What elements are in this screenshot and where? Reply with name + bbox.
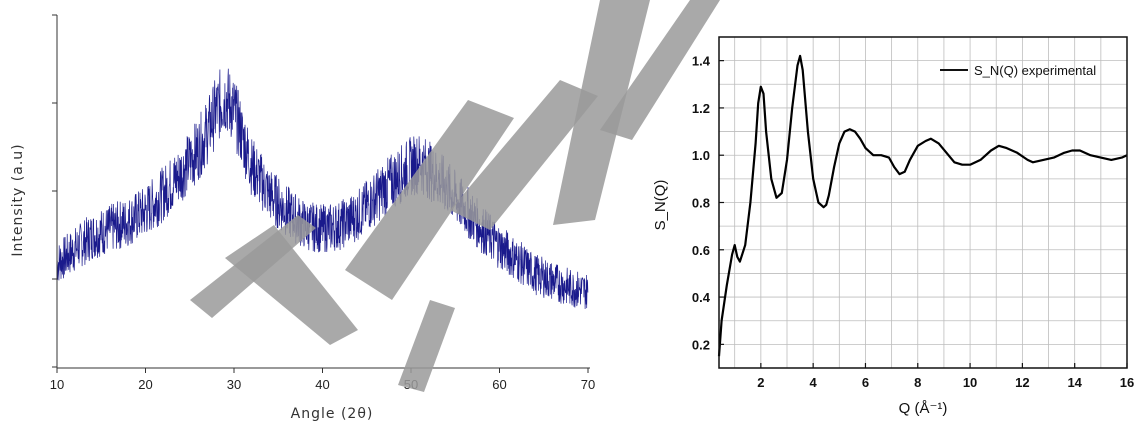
right-x-tick-label: 4 [810,375,818,390]
right-x-ticks: 2 4 6 8 10 12 14 16 [757,363,1134,390]
right-x-tick-label: 6 [862,375,869,390]
watermark-stroke-5 [450,80,598,230]
watermark-stroke-4 [398,300,455,392]
right-y-tick-label: 0.4 [692,290,711,305]
legend-label: S_N(Q) experimental [974,63,1096,78]
right-chart: 2 4 6 8 10 12 14 16 0.2 0.4 0.6 0.8 1.0 1.2 1.4 S_N(Q… [652,36,1134,417]
right-y-tick-label: 1.0 [692,148,710,163]
left-chart: 10203040506070 Intensity (a.u) Angle (2θ… [10,14,595,422]
left-x-tick-label: 30 [227,377,241,392]
left-plot-area [56,68,589,310]
right-grid [719,37,1127,368]
right-x-tick-label: 16 [1120,375,1134,390]
right-x-tick-label: 14 [1067,375,1082,390]
left-x-tick-label: 20 [138,377,152,392]
right-legend: S_N(Q) experimental [940,63,1096,78]
left-x-ticks: 10203040506070 [50,368,595,392]
right-y-tick-label: 0.6 [692,243,710,258]
watermark-stroke-7 [600,0,720,140]
watermark-stroke-6 [553,0,650,225]
right-series-line [717,54,1128,357]
watermark [190,0,720,392]
left-y-ticks [52,14,57,368]
right-y-tick-label: 0.8 [692,196,710,211]
right-y-axis-title: S_N(Q) [652,180,669,231]
right-x-axis-title: Q (Å⁻¹) [899,400,948,417]
right-y-tick-label: 1.2 [692,101,710,116]
left-y-axis-title: Intensity (a.u) [10,143,26,256]
right-x-tick-label: 8 [914,375,921,390]
right-y-ticks: 0.2 0.4 0.6 0.8 1.0 1.2 1.4 [692,54,724,352]
right-y-tick-label: 1.4 [692,54,711,69]
left-x-tick-label: 60 [492,377,506,392]
right-y-tick-label: 0.2 [692,337,710,352]
right-plot-area [717,54,1128,357]
right-x-tick-label: 12 [1015,375,1029,390]
right-x-tick-label: 2 [757,375,764,390]
left-x-tick-label: 70 [581,377,595,392]
left-x-axis-title: Angle (2θ) [291,406,374,422]
watermark-stroke-2 [190,215,316,318]
left-x-tick-label: 40 [315,377,329,392]
right-x-tick-label: 10 [963,375,977,390]
left-x-tick-label: 10 [50,377,64,392]
watermark-stroke-3 [345,100,514,300]
left-series-line [56,68,589,310]
